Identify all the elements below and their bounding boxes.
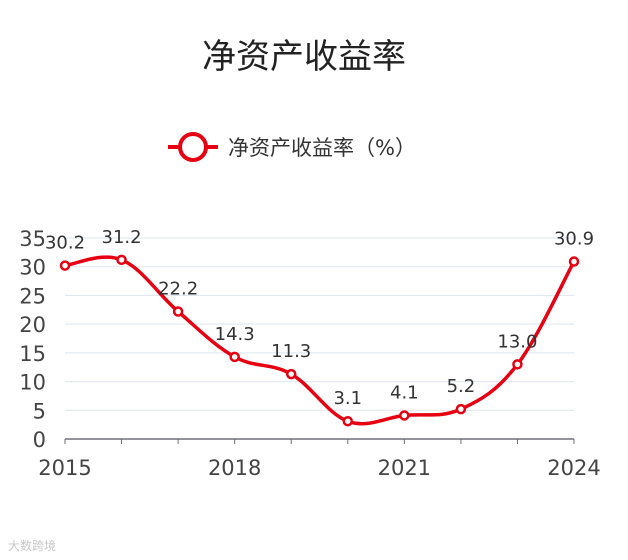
y-tick-label: 30: [19, 256, 46, 280]
data-label: 11.3: [271, 341, 311, 362]
data-label: 30.9: [554, 229, 594, 250]
data-label: 30.2: [45, 233, 85, 254]
x-tick-label: 2018: [208, 456, 261, 480]
data-label: 3.1: [333, 388, 362, 409]
chart-title: 净资产收益率: [202, 37, 406, 77]
y-tick-label: 10: [19, 371, 46, 395]
data-point: [172, 306, 184, 317]
y-tick-label: 15: [19, 342, 46, 366]
y-tick-label: 35: [19, 227, 46, 251]
data-point: [399, 410, 410, 421]
y-tick-label: 0: [33, 428, 46, 452]
y-tick-label: 5: [33, 399, 46, 423]
data-point: [568, 256, 580, 267]
watermark: 大数跨境: [8, 539, 57, 553]
series-line: [64, 255, 576, 426]
x-tick-label: 2015: [38, 456, 91, 480]
grid: [65, 237, 574, 411]
legend-marker: [178, 132, 208, 162]
legend-label: 净资产收益率（%）: [228, 136, 416, 160]
legend[interactable]: 净资产收益率（%）: [168, 132, 416, 162]
data-label: 5.2: [447, 376, 476, 397]
y-tick-label: 25: [19, 284, 46, 308]
data-label: 31.2: [102, 227, 142, 248]
data-point: [342, 415, 354, 427]
data-labels: 30.2 31.2 22.2 14.3 11.3 3.1 4.1 5.2 13.0 30.9: [45, 227, 594, 409]
data-point: [455, 403, 467, 415]
data-label: 13.0: [497, 331, 537, 352]
y-tick-label: 20: [19, 313, 46, 337]
data-point: [229, 351, 240, 363]
data-label: 4.1: [390, 382, 419, 403]
data-label: 22.2: [158, 279, 198, 300]
data-label: 14.3: [215, 324, 255, 345]
x-tick-label: 2024: [547, 456, 600, 480]
data-point: [116, 254, 127, 266]
axes: 0 5 10 15 20 25 30 35 2015 2018 2021 2024: [19, 227, 600, 480]
series-roe: [59, 254, 580, 427]
x-tick-label: 2021: [378, 456, 431, 480]
data-point: [59, 260, 71, 271]
data-point: [285, 368, 297, 380]
data-point: [512, 359, 523, 370]
